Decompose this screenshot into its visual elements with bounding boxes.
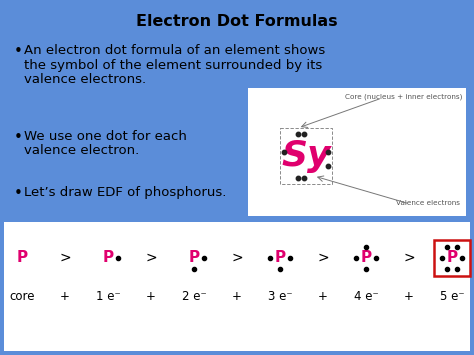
Text: 3 e⁻: 3 e⁻ (268, 290, 292, 304)
Text: +: + (404, 290, 414, 304)
Text: +: + (232, 290, 242, 304)
Text: >: > (403, 251, 415, 265)
Text: Sy: Sy (281, 139, 331, 173)
Text: Let’s draw EDF of phosphorus.: Let’s draw EDF of phosphorus. (24, 186, 227, 199)
Text: P: P (17, 251, 27, 266)
Text: An electron dot formula of an element shows: An electron dot formula of an element sh… (24, 44, 325, 57)
Text: •: • (14, 186, 23, 201)
Text: valence electron.: valence electron. (24, 144, 139, 158)
Text: P: P (102, 251, 114, 266)
Text: >: > (231, 251, 243, 265)
Text: 2 e⁻: 2 e⁻ (182, 290, 206, 304)
Text: Valence electrons: Valence electrons (396, 200, 460, 206)
Bar (248, 88, 466, 216)
Text: >: > (317, 251, 329, 265)
Text: +: + (318, 290, 328, 304)
Text: +: + (60, 290, 70, 304)
Text: +: + (146, 290, 156, 304)
Text: valence electrons.: valence electrons. (24, 73, 146, 86)
Text: >: > (145, 251, 157, 265)
Bar (280, 128, 332, 184)
Text: 1 e⁻: 1 e⁻ (96, 290, 120, 304)
Text: •: • (14, 44, 23, 59)
Text: P: P (274, 251, 285, 266)
Text: core: core (9, 290, 35, 304)
Text: the symbol of the element surrounded by its: the symbol of the element surrounded by … (24, 59, 322, 71)
Text: Core (nucleus + inner electrons): Core (nucleus + inner electrons) (345, 94, 462, 100)
Text: •: • (14, 130, 23, 145)
Text: 4 e⁻: 4 e⁻ (354, 290, 378, 304)
Text: We use one dot for each: We use one dot for each (24, 130, 187, 143)
Text: >: > (59, 251, 71, 265)
Bar (434, 240, 470, 276)
Text: P: P (447, 251, 457, 266)
Text: Electron Dot Formulas: Electron Dot Formulas (136, 14, 338, 29)
Text: 5 e⁻: 5 e⁻ (440, 290, 465, 304)
Bar (4, 222, 470, 351)
Text: P: P (189, 251, 200, 266)
Text: P: P (360, 251, 372, 266)
